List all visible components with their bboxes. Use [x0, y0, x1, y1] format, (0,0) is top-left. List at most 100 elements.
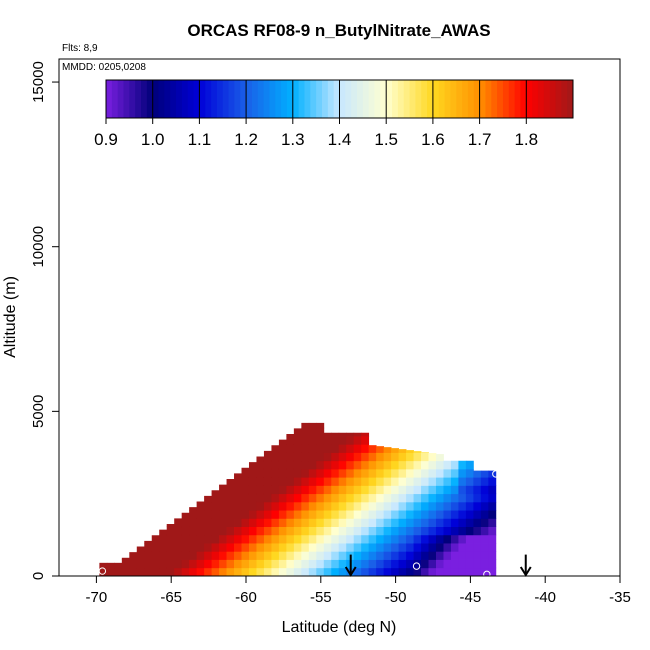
heat-cell	[398, 534, 407, 544]
heat-cell	[368, 477, 377, 486]
colorbar-segment	[543, 80, 551, 118]
heat-cell	[301, 501, 310, 511]
heat-cell	[211, 518, 220, 527]
heat-cell	[435, 526, 444, 536]
heat-cell	[465, 510, 474, 519]
colorbar-segment	[397, 80, 405, 118]
heat-cell	[271, 543, 280, 552]
heat-cell	[406, 493, 414, 503]
heat-cell	[189, 518, 198, 527]
heat-cell	[413, 559, 422, 569]
heat-cell	[234, 526, 242, 536]
heat-cell	[450, 468, 459, 478]
heat-cell	[308, 452, 317, 462]
colorbar-segment	[438, 80, 446, 118]
heat-cell	[368, 534, 377, 544]
heat-cell	[181, 543, 190, 552]
heat-cell	[488, 543, 497, 552]
heat-cell	[413, 451, 422, 453]
heat-cell	[271, 477, 280, 486]
heat-cell	[435, 510, 444, 519]
heat-cell	[368, 518, 377, 527]
heat-cell	[196, 501, 205, 503]
heat-cell	[361, 436, 370, 445]
colorbar-segment	[345, 80, 352, 118]
heat-cell	[353, 543, 362, 552]
heat-cell	[196, 534, 205, 544]
heat-cell	[286, 510, 295, 519]
heat-cell	[166, 551, 175, 560]
colorbar-segment	[333, 80, 340, 118]
heat-cell	[316, 501, 325, 511]
heat-cell	[383, 485, 392, 495]
heat-cell	[263, 460, 272, 470]
colorbar-segment	[321, 80, 329, 118]
heat-cell	[443, 567, 452, 577]
heat-cell	[465, 477, 474, 486]
heat-cell	[473, 534, 482, 544]
heat-cell	[435, 460, 444, 470]
y-tick-label: 5000	[30, 395, 47, 428]
heat-cell	[256, 559, 265, 569]
heat-cell	[211, 551, 220, 560]
heat-cell	[226, 493, 235, 503]
flight-marker-arrowhead	[344, 566, 357, 577]
heat-cell	[211, 534, 220, 544]
heat-cell	[331, 432, 340, 437]
heat-cell	[421, 567, 429, 577]
heat-cell	[458, 493, 467, 503]
heat-cell	[293, 428, 302, 437]
heat-cell	[181, 551, 190, 560]
heat-cell	[263, 452, 272, 462]
heat-cell	[271, 485, 280, 495]
heat-cell	[323, 460, 332, 470]
heat-cell	[219, 485, 227, 495]
heat-cell	[376, 510, 385, 519]
heat-cell	[293, 444, 302, 453]
heat-cell	[346, 543, 355, 552]
heat-cell	[316, 559, 325, 569]
heat-cell	[234, 485, 242, 495]
heat-cell	[271, 501, 280, 511]
heat-cell	[376, 446, 385, 453]
heat-cell	[241, 567, 250, 577]
colorbar-segment	[251, 80, 259, 118]
x-tick-label: -35	[609, 589, 631, 606]
colorbar-segment	[362, 80, 370, 118]
heat-cell	[488, 493, 497, 503]
heat-cell	[293, 477, 302, 486]
heat-cell	[301, 452, 310, 462]
heat-cell	[316, 436, 325, 445]
heat-cell	[263, 485, 272, 495]
heat-cell	[263, 526, 272, 536]
heat-cell	[256, 477, 265, 486]
heat-cell	[473, 470, 482, 478]
heat-cell	[316, 543, 325, 552]
heat-cell	[114, 567, 123, 577]
heat-cell	[398, 460, 407, 470]
heat-cell	[308, 460, 317, 470]
heat-cell	[473, 551, 482, 560]
heat-cell	[338, 551, 347, 560]
heat-cell	[421, 510, 429, 519]
heat-cell	[219, 526, 227, 536]
colorbar-segment	[135, 80, 142, 118]
heat-cell	[421, 485, 429, 495]
heat-cell	[391, 485, 399, 495]
heat-cell	[368, 485, 377, 495]
heat-cell	[361, 510, 370, 519]
heat-cell	[219, 501, 227, 511]
heat-cell	[450, 460, 459, 470]
heat-cell	[435, 468, 444, 478]
x-tick-label: -45	[460, 589, 482, 606]
heat-cell	[443, 493, 452, 503]
heat-cell	[458, 551, 467, 560]
heat-cell	[263, 468, 272, 478]
heat-cell	[308, 543, 317, 552]
heat-cell	[219, 518, 227, 527]
heat-cell	[278, 485, 287, 495]
colorbar-segment	[304, 80, 311, 118]
heat-cell	[331, 543, 340, 552]
colorbar-segment	[298, 80, 305, 118]
heat-cell	[181, 559, 190, 569]
